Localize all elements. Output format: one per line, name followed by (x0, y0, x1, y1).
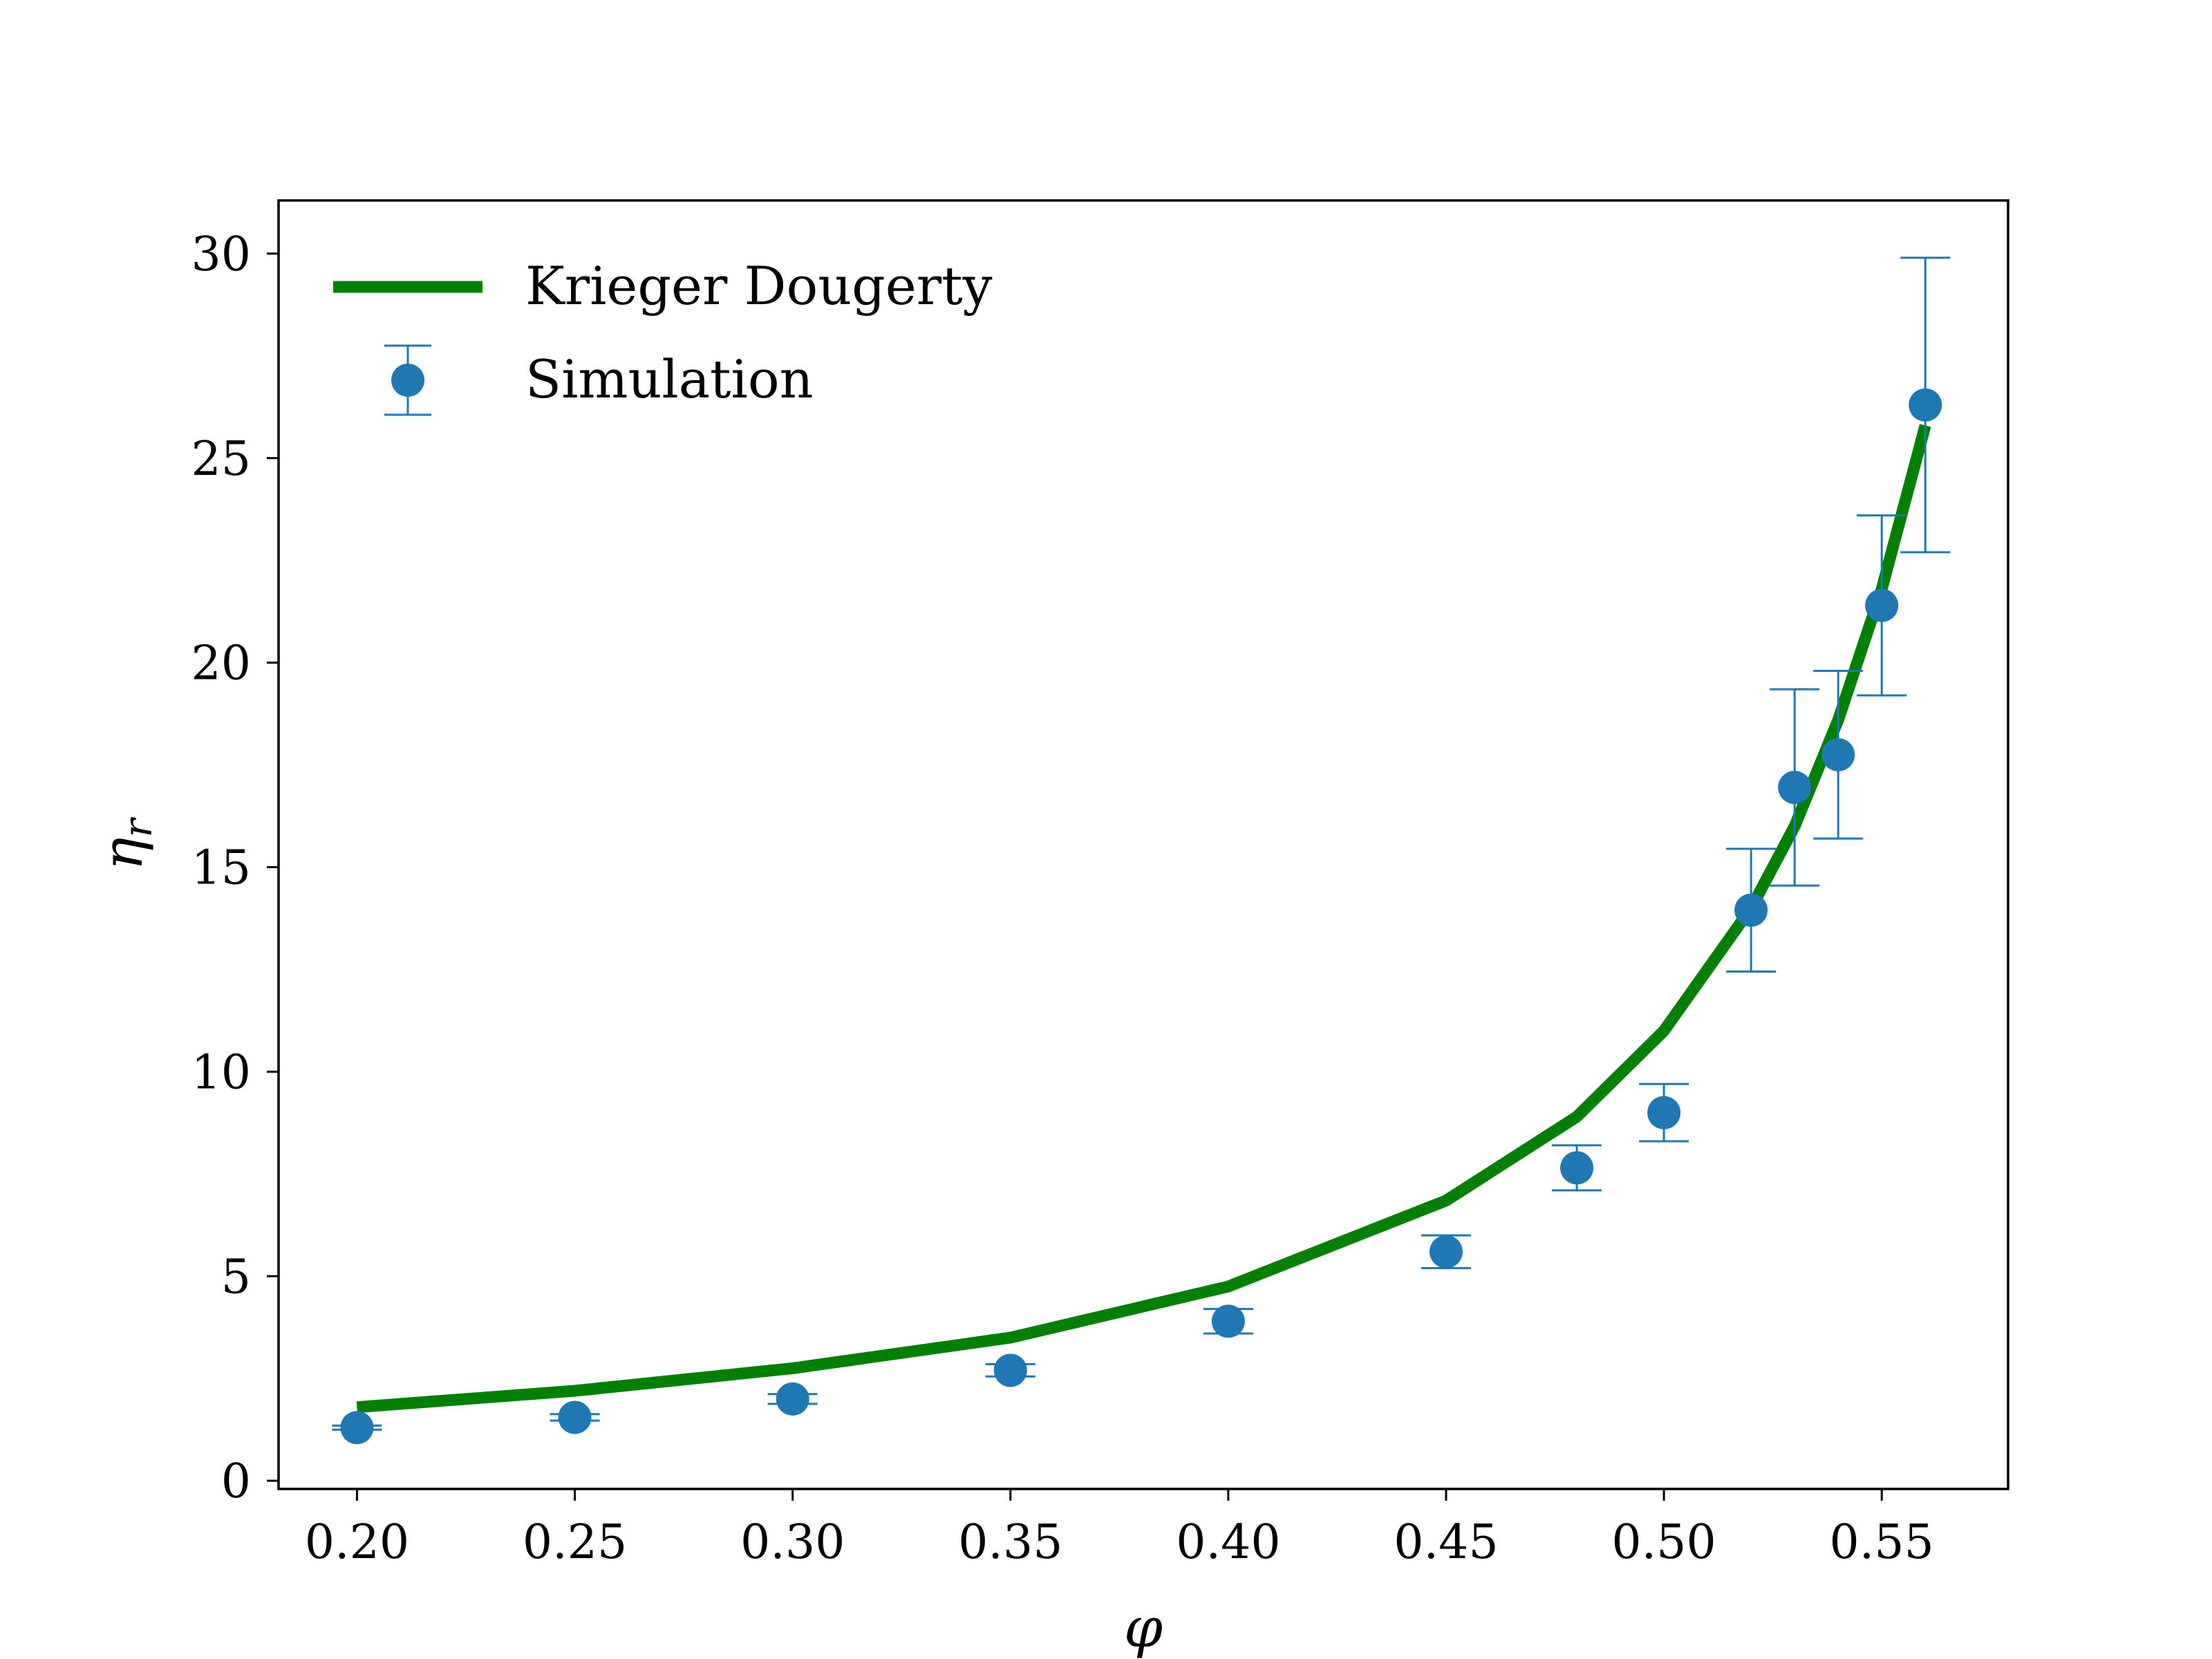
data-point (1647, 1096, 1681, 1130)
y-tick-label: 30 (191, 227, 251, 282)
x-tick-label: 0.35 (958, 1515, 1062, 1570)
simulation-point (1639, 1082, 1689, 1143)
data-point (1211, 1304, 1245, 1338)
plot-area (332, 256, 1951, 1445)
x-axis-label: φ (1124, 1595, 1163, 1659)
x-tick-label: 0.40 (1176, 1515, 1280, 1570)
data-point (1734, 893, 1768, 927)
simulation-point (332, 1411, 382, 1445)
data-point (558, 1400, 592, 1434)
y-axis-ticks: 0 5 10 15 20 25 30 (191, 227, 279, 1509)
x-tick-label: 0.50 (1611, 1515, 1716, 1570)
x-tick-label: 0.45 (1394, 1515, 1498, 1570)
legend-errorbar-swatch (384, 344, 431, 416)
simulation-point (1813, 670, 1864, 840)
y-tick-label: 0 (221, 1454, 251, 1509)
legend-marker (391, 364, 424, 397)
y-axis-label-main: η (91, 837, 155, 870)
legend-label-krieger-dougerty: Krieger Dougerty (525, 255, 993, 317)
x-axis-ticks: 0.20 0.25 0.30 0.35 0.40 0.45 0.50 0.55 (305, 1489, 1934, 1570)
axes-frame (277, 199, 2009, 1490)
simulation-point (1421, 1234, 1472, 1269)
simulation-point (1857, 514, 1907, 697)
x-tick-label: 0.30 (740, 1515, 845, 1570)
y-axis-label-subscript: r (116, 816, 161, 837)
data-point (1909, 388, 1942, 422)
y-tick-label: 25 (191, 432, 251, 487)
data-point (1430, 1235, 1463, 1268)
data-point (776, 1382, 809, 1416)
simulation-point (767, 1382, 818, 1416)
simulation-point (1203, 1304, 1253, 1338)
data-point (993, 1353, 1027, 1387)
y-tick-label: 10 (191, 1045, 251, 1100)
data-point (1821, 738, 1855, 771)
simulation-point (550, 1400, 600, 1434)
y-axis-label: ηr (91, 816, 161, 870)
simulation-point (1770, 688, 1820, 887)
data-point (1865, 588, 1899, 622)
data-point (1560, 1151, 1594, 1185)
simulation-point (1900, 256, 1951, 554)
x-tick-label: 0.25 (523, 1515, 627, 1570)
legend: Krieger Dougerty Simulation (333, 255, 993, 416)
simulation-point (1552, 1144, 1602, 1192)
y-tick-label: 15 (191, 841, 251, 896)
x-tick-label: 0.55 (1830, 1515, 1934, 1570)
simulation-point (1726, 847, 1777, 973)
data-point (340, 1411, 374, 1445)
y-tick-label: 5 (221, 1250, 251, 1304)
data-point (1778, 771, 1812, 805)
y-tick-label: 20 (191, 637, 251, 691)
legend-label-simulation: Simulation (525, 348, 814, 410)
x-tick-label: 0.20 (305, 1515, 409, 1570)
simulation-point (985, 1353, 1035, 1387)
